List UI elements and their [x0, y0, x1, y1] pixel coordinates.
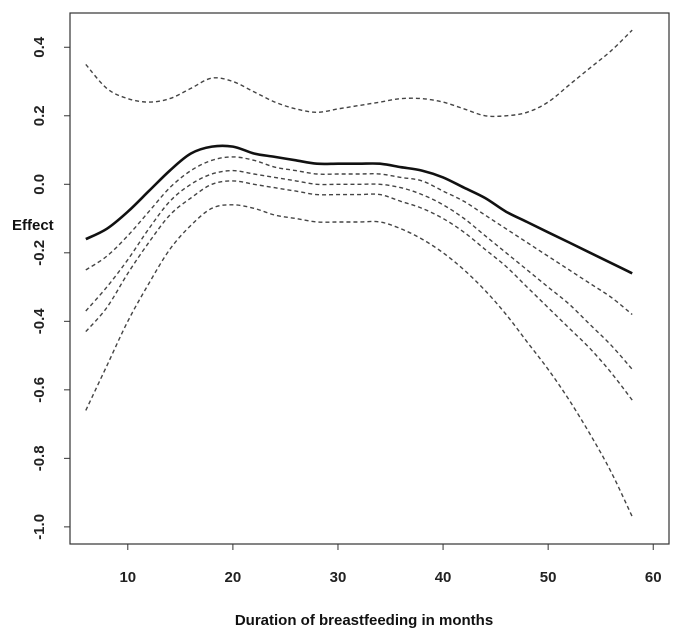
x-axis: 10 20 30 40 50 60 — [119, 544, 662, 586]
x-tick-label: 10 — [119, 569, 136, 586]
y-tick-label: -0.6 — [31, 377, 48, 403]
x-tick-label: 50 — [540, 569, 557, 586]
y-tick-label: -0.4 — [31, 308, 48, 335]
confidence-curve-1 — [85, 156, 633, 316]
confidence-curve-4 — [85, 204, 633, 517]
x-axis-title: Duration of breastfeeding in months — [235, 612, 493, 629]
y-tick-label: -0.8 — [31, 445, 48, 471]
y-tick-label: -0.2 — [31, 240, 48, 266]
y-axis-title: Effect — [12, 217, 54, 234]
x-tick-label: 20 — [225, 569, 242, 586]
plot-frame — [69, 12, 670, 545]
x-tick-label: 30 — [330, 569, 347, 586]
y-tick-label: 0.4 — [31, 36, 48, 58]
x-tick-label: 60 — [645, 569, 662, 586]
y-axis: -1.0 -0.8 -0.6 -0.4 -0.2 0.0 0.2 0.4 — [31, 36, 70, 540]
effect-curve — [85, 144, 633, 275]
y-tick-label: 0.2 — [31, 105, 48, 126]
y-tick-label: -1.0 — [31, 514, 48, 540]
y-tick-label: 0.0 — [31, 174, 48, 195]
confidence-curve-2 — [85, 169, 633, 370]
confidence-curve-5 — [85, 29, 633, 118]
confidence-curve-3 — [85, 180, 633, 401]
series-layer — [85, 29, 633, 517]
x-tick-label: 40 — [435, 569, 452, 586]
